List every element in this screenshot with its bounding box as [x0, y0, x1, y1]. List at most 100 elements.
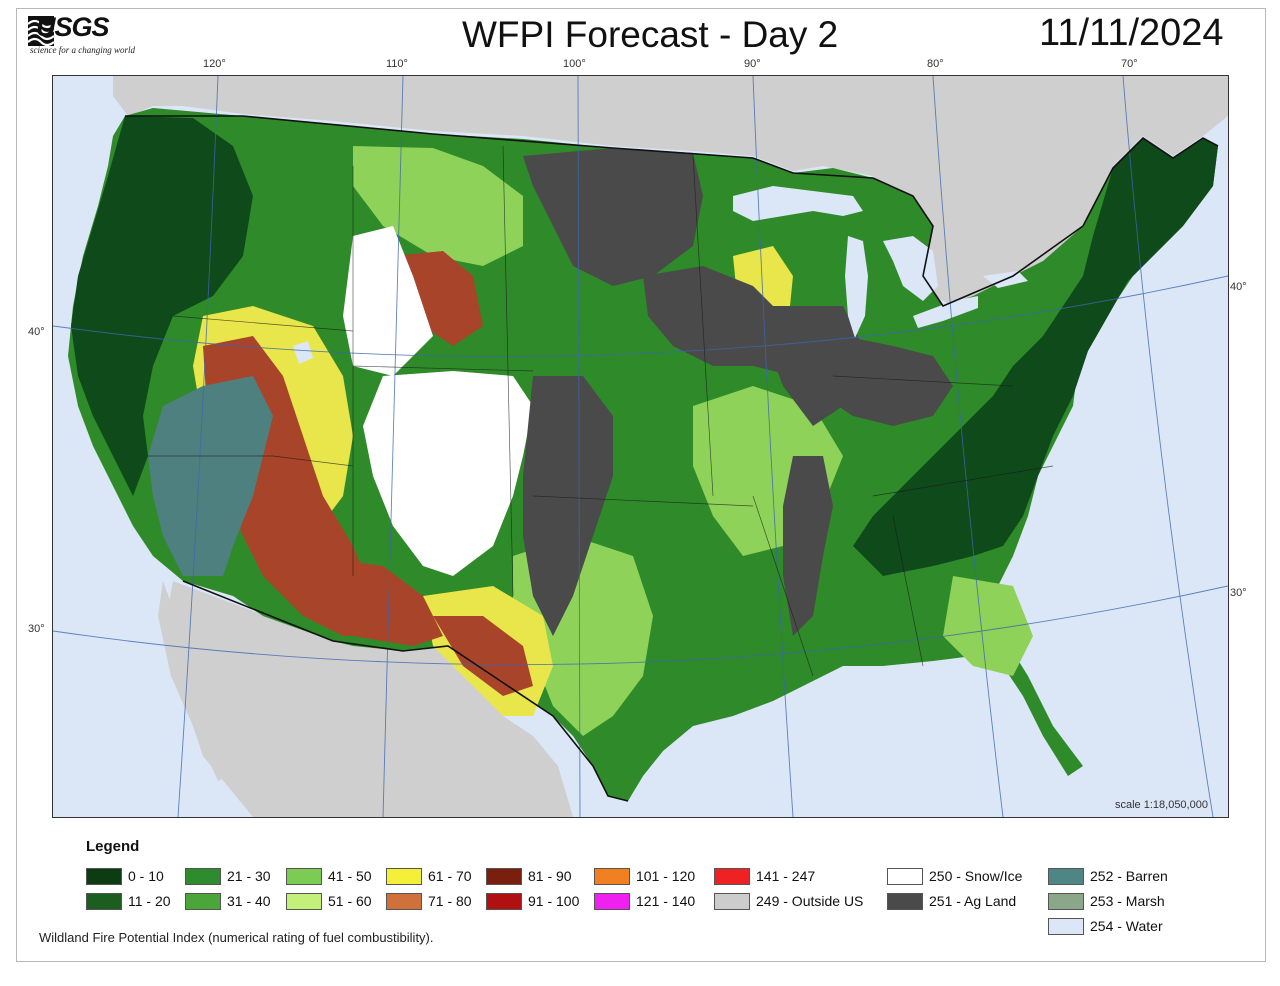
lake-michigan [845, 236, 868, 338]
map-canvas [53, 76, 1228, 817]
wfpi-41-60-southeast [943, 576, 1033, 676]
legend-item: 61 - 70 [386, 866, 472, 886]
legend-swatch [1048, 917, 1084, 935]
graticule [53, 76, 1228, 817]
legend-label: 249 - Outside US [756, 893, 864, 909]
legend-label: 101 - 120 [636, 868, 696, 884]
map-scale: scale 1:18,050,000 [1115, 799, 1208, 811]
lon-label-120: 120° [203, 58, 226, 70]
agland-northern-plains [523, 148, 703, 286]
legend-item: 71 - 80 [386, 891, 472, 911]
legend-swatch [386, 892, 422, 910]
legend-item: 249 - Outside US [714, 891, 863, 911]
legend-swatch [185, 867, 221, 885]
legend-swatch [185, 892, 221, 910]
lat-label-left-40: 40° [28, 326, 45, 338]
legend-caption: Wildland Fire Potential Index (numerical… [39, 930, 434, 945]
legend-swatch [714, 867, 750, 885]
legend-item: 121 - 140 [594, 891, 695, 911]
logo-tagline: science for a changing world [30, 45, 135, 55]
legend-label: 31 - 40 [227, 893, 271, 909]
legend-item: 252 - Barren [1048, 866, 1168, 886]
legend-swatch [1048, 867, 1084, 885]
lon-label-80: 80° [927, 58, 944, 70]
wfpi-71-100-southwest [313, 556, 443, 646]
legend-label: 81 - 90 [528, 868, 572, 884]
canada-region [113, 76, 1228, 306]
legend-item: 91 - 100 [486, 891, 579, 911]
great-salt-lake [293, 341, 313, 364]
legend-swatch [386, 867, 422, 885]
map-title: WFPI Forecast - Day 2 [462, 14, 839, 55]
legend-swatch [594, 867, 630, 885]
legend-item: 254 - Water [1048, 916, 1163, 936]
lake-superior [733, 186, 863, 221]
legend-swatch [86, 892, 122, 910]
legend-label: 250 - Snow/Ice [929, 868, 1023, 884]
legend-swatch [486, 867, 522, 885]
snow-plains [363, 371, 533, 576]
barren-nevada [148, 376, 273, 576]
legend-label: 252 - Barren [1090, 868, 1168, 884]
legend-label: 251 - Ag Land [929, 893, 1017, 909]
legend-item: 21 - 30 [185, 866, 271, 886]
snow-rockies [343, 226, 433, 376]
legend-label: 61 - 70 [428, 868, 472, 884]
lat-label-right-40: 40° [1230, 281, 1247, 293]
legend-title: Legend [86, 838, 140, 855]
wfpi-71-100-rockies [393, 251, 483, 346]
legend-swatch [286, 892, 322, 910]
lon-label-110: 110° [386, 58, 408, 70]
state-borders [148, 145, 1054, 677]
lake-erie [913, 296, 978, 328]
legend-label: 51 - 60 [328, 893, 372, 909]
legend-item: 253 - Marsh [1048, 891, 1165, 911]
legend-swatch [486, 892, 522, 910]
agland-mississippi [783, 456, 833, 636]
legend-item: 51 - 60 [286, 891, 372, 911]
lake-huron [883, 236, 938, 301]
legend-label: 253 - Marsh [1090, 893, 1165, 909]
legend-label: 0 - 10 [128, 868, 164, 884]
legend-swatch [286, 867, 322, 885]
usgs-wave-icon [28, 16, 54, 46]
wfpi-0-20-east [853, 138, 1218, 576]
legend-label: 254 - Water [1090, 918, 1163, 934]
legend-swatch [594, 892, 630, 910]
legend-swatch [1048, 892, 1084, 910]
legend-swatch [887, 867, 923, 885]
wfpi-71-100-texas [433, 616, 533, 696]
lat-label-left-30: 30° [28, 623, 45, 635]
legend-swatch [887, 892, 923, 910]
lon-label-70: 70° [1121, 58, 1138, 70]
mexico-region [163, 581, 573, 817]
wfpi-map [52, 75, 1229, 818]
legend-swatch [714, 892, 750, 910]
wfpi-41-60-north [353, 146, 523, 266]
legend-item: 0 - 10 [86, 866, 164, 886]
baja-region [158, 581, 228, 781]
logo-text: USGS [36, 12, 110, 42]
legend-item: 31 - 40 [185, 891, 271, 911]
legend-item: 101 - 120 [594, 866, 695, 886]
legend-item: 41 - 50 [286, 866, 372, 886]
legend-item: 250 - Snow/Ice [887, 866, 1022, 886]
us-border [125, 115, 1219, 802]
legend-label: 141 - 247 [756, 868, 816, 884]
wfpi-0-20-northwest [71, 116, 253, 496]
legend-item: 251 - Ag Land [887, 891, 1016, 911]
lon-label-90: 90° [744, 58, 761, 70]
lon-label-100: 100° [563, 58, 586, 70]
legend-label: 11 - 20 [128, 893, 171, 909]
usgs-logo [28, 14, 148, 58]
legend-item: 81 - 90 [486, 866, 572, 886]
legend-label: 91 - 100 [528, 893, 580, 909]
agland-plains-south [523, 376, 613, 636]
legend-label: 21 - 30 [227, 868, 271, 884]
legend-item: 11 - 20 [86, 891, 171, 911]
legend-label: 41 - 50 [328, 868, 372, 884]
legend-label: 71 - 80 [428, 893, 472, 909]
forecast-date: 11/11/2024 [1039, 12, 1224, 54]
agland-illinois [768, 306, 863, 426]
legend-swatch [86, 867, 122, 885]
